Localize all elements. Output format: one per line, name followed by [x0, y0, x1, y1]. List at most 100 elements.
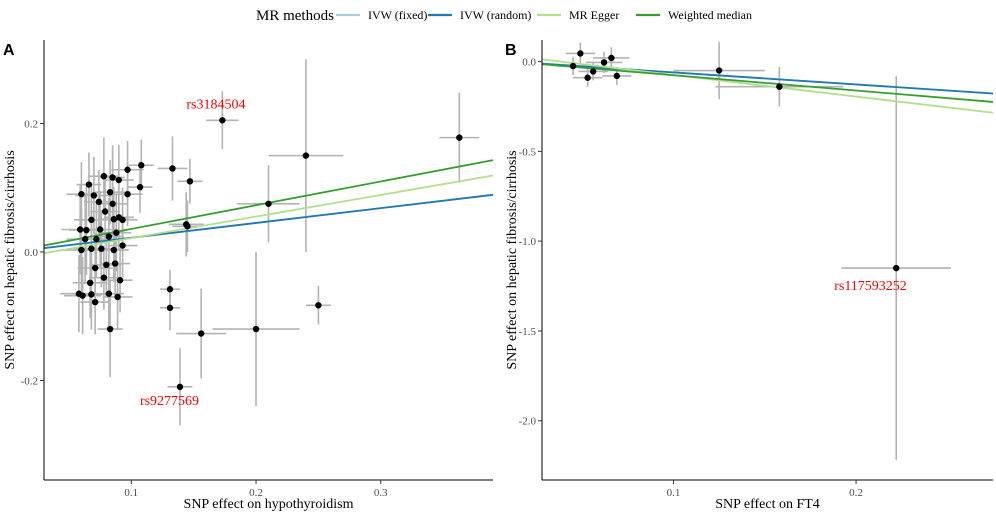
panel-a-point-7 [106, 189, 114, 196]
panel-a-point-39 [106, 325, 114, 333]
panel-b-ytick-label-4: 0.0 [522, 57, 536, 69]
panel-b: B rs117593252 0.1 0.2 -2.0 -1.5 -1.0 -0.5 0.0… [505, 40, 994, 512]
panel-a-point-15 [119, 216, 126, 224]
panel-a-y-title: SNP effect on hepatic fibrosis/cirrhosis [3, 150, 18, 369]
panel-a-point-52 [166, 304, 174, 312]
panel-a-point-37 [105, 290, 113, 297]
panel-a-point-19 [93, 235, 100, 243]
panel-b-annotation-rs117593252: rs117593252 [834, 279, 907, 294]
legend-item-ivw-fixed: IVW (fixed) [336, 8, 427, 22]
panel-a-errorbars [60, 59, 480, 426]
panel-a-point-35 [88, 291, 95, 298]
panel-a-point-3 [90, 192, 98, 199]
panel-b-yticks: -2.0 -1.5 -1.0 -0.5 0.0 [519, 57, 542, 428]
panel-a-point-43 [169, 165, 176, 172]
panel-a-point-24 [98, 245, 105, 252]
panel-b-line-mr-egger [541, 58, 994, 114]
legend-title: MR methods [256, 8, 334, 24]
panel-a-annotation-rs9277569: rs9277569 [140, 394, 199, 409]
legend-label-weighted-median: Weighted median [668, 8, 752, 22]
panel-a-point-5 [109, 174, 116, 181]
panel-a-point-38 [114, 293, 121, 301]
panel-a-point-26 [78, 246, 85, 254]
panel-b-point-3 [589, 68, 597, 75]
panel-a-point-16 [96, 226, 104, 233]
panel-b-ytick-label-1: -1.5 [519, 326, 537, 338]
panel-a-point-17 [76, 226, 84, 233]
panel-b-point-6 [613, 72, 621, 80]
panel-a-line-ivw-random [43, 193, 494, 250]
panel-b-xtick-label-1: 0.2 [849, 487, 863, 499]
panel-b-annotations: rs117593252 [834, 279, 907, 294]
panel-a-xticks: 0.1 0.2 0.3 [124, 480, 388, 499]
panel-b-line-weighted-median [541, 63, 994, 103]
panel-a-point-20 [105, 233, 113, 240]
panel-a-point-47 [219, 117, 226, 124]
legend-label-ivw-random: IVW (random) [460, 8, 531, 22]
panel-b-ytick-label-3: -0.5 [519, 146, 537, 158]
panel-b-ytick-label-0: -2.0 [519, 416, 537, 428]
panel-a-annotations: rs3184504 rs9277569 [140, 97, 246, 409]
panel-a-point-45 [184, 223, 191, 230]
panel-a-point-10 [109, 200, 116, 207]
panel-b-x-title: SNP effect on FT4 [715, 497, 820, 512]
panel-b-point-8 [776, 83, 783, 90]
panel-a-point-29 [111, 260, 119, 267]
panel-b-point-7 [715, 67, 723, 74]
panel-a-x-title: SNP effect on hypothyroidism [184, 497, 354, 512]
panel-a-point-12 [101, 208, 109, 215]
panel-a-point-46 [186, 178, 194, 185]
panel-a-point-23 [110, 246, 118, 254]
panel-a-point-56 [176, 383, 184, 391]
panel-a-point-30 [100, 274, 108, 281]
panel-a-point-48 [265, 200, 272, 207]
panel-a-tag: A [3, 42, 15, 59]
panel-a-point-13 [110, 216, 118, 223]
panel-a-ytick-label-1: 0.0 [24, 247, 38, 259]
panel-a-point-40 [124, 166, 131, 173]
panel-b-y-title: SNP effect on hepatic fibrosis/cirrhosis [505, 150, 520, 369]
panel-a-point-34 [79, 292, 86, 299]
panel-b-xticks: 0.1 0.2 [667, 480, 863, 499]
panel-a-point-25 [88, 245, 95, 252]
panel-a-point-51 [166, 286, 174, 293]
panel-b-points [569, 50, 900, 272]
panel-a-xtick-label-0: 0.1 [124, 487, 138, 499]
panel-b-errorbars [558, 41, 952, 461]
legend-item-weighted-median: Weighted median [636, 8, 752, 22]
panel-a-point-4 [100, 172, 108, 180]
panel-a-point-49 [302, 152, 310, 159]
panel-a-point-53 [197, 330, 205, 337]
panel-b-point-5 [608, 54, 615, 62]
panel-b-point-0 [569, 62, 577, 70]
panel-a-point-2 [85, 181, 93, 188]
panel-a-point-11 [88, 216, 95, 224]
legend: MR methods IVW (fixed) IVW (random) MR E… [256, 8, 752, 24]
panel-a-xtick-label-2: 0.3 [374, 487, 388, 499]
panel-b-point-4 [600, 59, 608, 66]
panel-a-yticks: -0.2 0.0 0.2 [21, 119, 44, 387]
panel-a-line-mr-egger [43, 174, 494, 255]
panel-a-points [75, 117, 463, 391]
panel-a: A rs3184504 rs9277569 0.1 0.2 0.3 -0.2 0.0 0.… [3, 40, 494, 512]
panel-a-point-0 [78, 190, 85, 198]
panel-b-xtick-label-0: 0.1 [667, 487, 681, 499]
panel-b-tag: B [505, 42, 517, 59]
panel-a-point-36 [91, 298, 99, 306]
panel-a-point-22 [119, 242, 126, 249]
legend-item-mr-egger: MR Egger [537, 8, 619, 22]
legend-label-ivw-fixed: IVW (fixed) [368, 8, 427, 22]
panel-a-point-18 [81, 235, 89, 243]
panel-b-ytick-label-2: -1.0 [519, 236, 537, 248]
legend-item-ivw-random: IVW (random) [428, 8, 531, 22]
panel-a-point-54 [252, 325, 260, 333]
panel-a-point-9 [95, 198, 103, 206]
panel-a-point-6 [115, 176, 123, 184]
panel-a-point-8 [124, 190, 131, 198]
panel-a-point-41 [138, 162, 145, 169]
panel-a-point-42 [136, 183, 144, 191]
panel-a-point-31 [116, 277, 124, 284]
panel-a-point-1 [83, 226, 90, 234]
panel-a-xtick-label-1: 0.2 [249, 487, 263, 499]
